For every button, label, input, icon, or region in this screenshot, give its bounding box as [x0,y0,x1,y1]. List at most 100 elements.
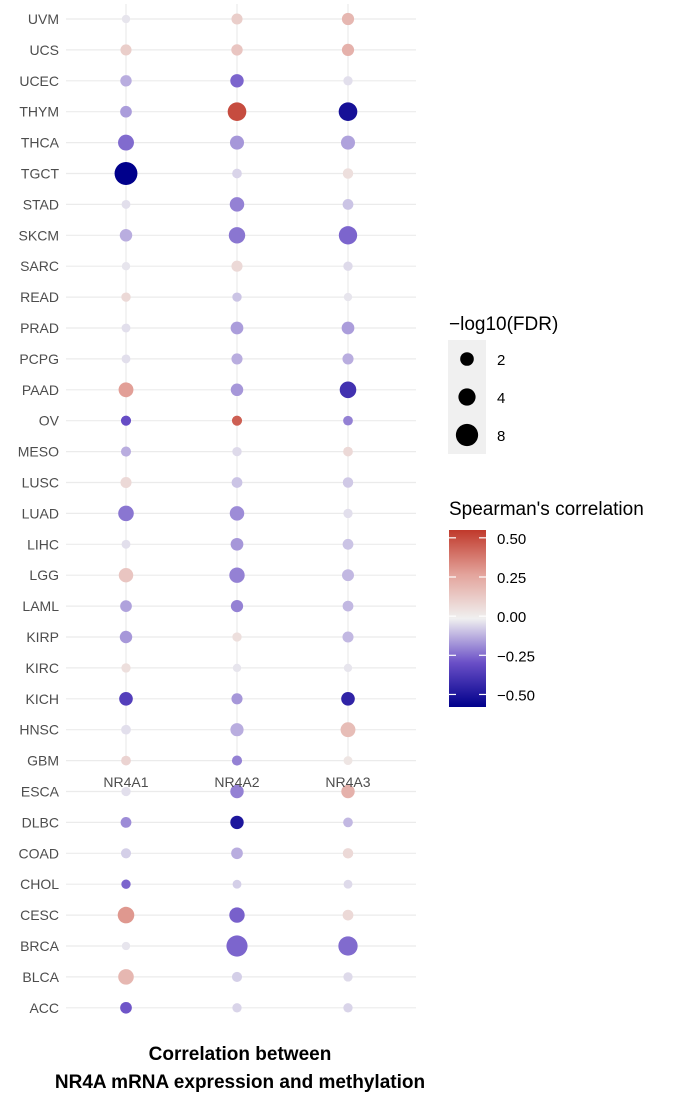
colorbar-label-3: −0.25 [497,648,535,665]
point-cesc-nr4a1 [117,906,135,924]
point-lihc-nr4a1 [121,539,131,549]
point-blca-nr4a2 [231,971,243,982]
point-hnsc-nr4a1 [121,724,131,735]
point-coad-nr4a3 [342,848,354,859]
point-meso-nr4a1 [120,446,132,457]
point-prad-nr4a3 [341,321,355,335]
colorbar-label-0: 0.50 [497,531,526,548]
point-ov-nr4a2 [231,415,243,426]
y-tick-label-skcm: SKCM [19,227,59,243]
point-lgg-nr4a2 [229,567,245,583]
point-kich-nr4a3 [341,691,355,706]
point-read-nr4a2 [232,292,242,302]
point-hnsc-nr4a3 [340,722,356,738]
x-axis-title-line-2: NR4A mRNA expression and methylation [55,1072,425,1093]
point-lihc-nr4a2 [230,537,244,551]
x-tick-label-nr4a2: NR4A2 [214,774,259,790]
point-cesc-nr4a2 [229,907,245,923]
color-legend: Spearman's correlation 0.50 0.25 0.00 −0.25… [449,499,644,707]
y-tick-label-hnsc: HNSC [19,722,59,738]
point-brca-nr4a2 [226,935,248,957]
colorbar [449,530,486,707]
point-prad-nr4a2 [230,321,244,335]
colorbar-label-1: 0.25 [497,570,526,587]
point-chol-nr4a1 [121,879,131,889]
point-luad-nr4a1 [118,505,134,522]
point-kirc-nr4a3 [343,663,353,673]
point-blca-nr4a1 [118,969,134,985]
point-coad-nr4a2 [231,847,243,860]
point-skcm-nr4a2 [228,227,246,244]
point-sarc-nr4a2 [231,260,243,272]
point-thym-nr4a2 [227,102,247,122]
y-tick-label-sarc: SARC [20,258,59,274]
point-laml-nr4a1 [120,600,132,612]
point-pcpg-nr4a3 [342,353,354,365]
point-lgg-nr4a1 [118,567,134,583]
point-skcm-nr4a1 [119,229,133,242]
point-thym-nr4a3 [338,102,358,122]
y-tick-label-lusc: LUSC [22,475,59,491]
point-tgct-nr4a2 [232,168,242,179]
point-read-nr4a1 [121,292,131,302]
y-tick-label-coad: COAD [19,845,59,861]
point-chol-nr4a2 [232,879,242,889]
y-tick-label-cesc: CESC [20,907,59,923]
data-points [114,12,358,1014]
point-ucec-nr4a1 [120,75,132,87]
point-paad-nr4a2 [230,383,244,397]
point-gbm-nr4a3 [343,756,353,766]
point-meso-nr4a3 [343,446,353,457]
point-cesc-nr4a3 [342,909,354,921]
point-luad-nr4a2 [229,506,245,521]
point-stad-nr4a1 [121,199,131,209]
point-ov-nr4a1 [120,415,132,426]
point-lusc-nr4a1 [120,476,132,489]
size-legend-title: −log10(FDR) [449,314,558,335]
point-brca-nr4a3 [338,936,358,956]
point-pcpg-nr4a2 [231,353,243,365]
point-laml-nr4a3 [342,600,354,612]
point-read-nr4a3 [343,292,353,302]
size-legend-key-2 [460,352,474,366]
point-coad-nr4a1 [120,848,132,859]
point-meso-nr4a2 [232,446,242,457]
point-skcm-nr4a3 [338,226,358,245]
point-ucs-nr4a2 [231,44,243,56]
point-ucec-nr4a2 [230,74,244,88]
y-tick-label-laml: LAML [22,598,59,614]
point-lusc-nr4a2 [231,477,243,488]
y-tick-label-pcpg: PCPG [19,351,59,367]
point-tgct-nr4a3 [342,168,354,179]
point-ucec-nr4a3 [343,76,353,86]
y-tick-label-paad: PAAD [22,382,59,398]
size-legend-key-8 [455,423,479,447]
size-legend: −log10(FDR) 2 4 8 [448,314,558,454]
point-ucs-nr4a1 [120,44,132,56]
point-lgg-nr4a3 [342,569,354,582]
point-acc-nr4a1 [120,1001,132,1014]
x-axis-title-line-1: Correlation between [149,1044,332,1065]
point-uvm-nr4a3 [341,12,355,26]
point-acc-nr4a2 [232,1003,242,1013]
colorbar-label-2: 0.00 [497,609,526,626]
point-ov-nr4a3 [343,415,353,426]
point-gbm-nr4a2 [231,755,243,766]
point-paad-nr4a1 [118,382,134,398]
y-tick-label-blca: BLCA [22,969,59,985]
y-tick-label-kirc: KIRC [26,660,59,676]
y-tick-label-brca: BRCA [20,938,60,954]
point-blca-nr4a3 [343,972,353,982]
point-laml-nr4a2 [230,599,244,613]
point-paad-nr4a3 [339,381,357,399]
point-esca-nr4a1 [121,786,131,797]
point-esca-nr4a3 [341,784,355,799]
y-tick-label-meso: MESO [18,444,59,460]
y-tick-label-stad: STAD [23,196,59,212]
point-dlbc-nr4a3 [343,817,353,828]
colorbar-label-4: −0.50 [497,687,535,704]
point-kirp-nr4a2 [232,632,242,642]
color-legend-title: Spearman's correlation [449,499,644,520]
size-legend-label-8: 8 [497,428,505,445]
